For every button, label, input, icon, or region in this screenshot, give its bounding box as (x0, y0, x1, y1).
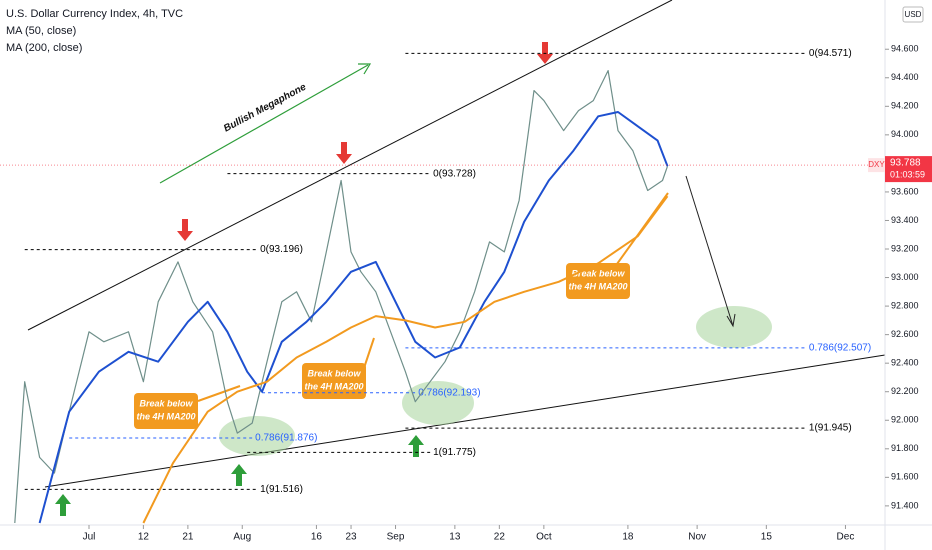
note: Bullish Megaphone (222, 82, 308, 135)
fib-label: 1(91.775) (433, 447, 476, 458)
fib-label: 0.786(91.876) (255, 433, 317, 444)
y-tick-label: 94.400 (891, 72, 919, 82)
y-tick-label: 94.200 (891, 101, 919, 111)
legend: U.S. Dollar Currency Index, 4h, TVC MA (… (6, 8, 183, 54)
x-tick-label: Nov (688, 532, 706, 543)
x-tick-label: 18 (622, 532, 634, 543)
y-tick-label: 93.400 (891, 215, 919, 225)
symbol-tag (868, 158, 885, 173)
y-tick-label: 91.800 (891, 443, 919, 453)
note: the 4H MA200 (568, 281, 627, 291)
legend-entry: MA (50, close) (6, 25, 76, 37)
zone (219, 416, 295, 456)
callout (134, 393, 198, 429)
projection-arrow (685, 175, 734, 327)
x-tick-label: Dec (837, 532, 855, 543)
arrow-head (358, 63, 372, 75)
currency-box[interactable] (902, 6, 924, 23)
fib-label: 0(93.728) (433, 168, 476, 179)
ma-line (38, 111, 669, 524)
fib-label: 0.786(92.507) (809, 343, 871, 354)
x-tick-label: 12 (138, 532, 150, 543)
x-tick-label: 15 (761, 532, 773, 543)
legend-entry: MA (200, close) (6, 42, 82, 54)
callout-pointer (363, 337, 375, 369)
note: Break below (307, 368, 361, 378)
x-tick-label: Sep (387, 532, 405, 543)
x-tick-label: Jul (83, 532, 96, 543)
fib-label: 1(91.945) (809, 423, 852, 434)
callout (566, 263, 630, 299)
y-tick-label: 92.000 (891, 415, 919, 425)
y-tick-label: 91.600 (891, 472, 919, 482)
symbol-label: DXY (868, 160, 885, 169)
megaphone-lower (44, 354, 886, 488)
y-tick-label: 92.200 (891, 386, 919, 396)
y-tick-label: 92.400 (891, 358, 919, 368)
chart-title: U.S. Dollar Currency Index, 4h, TVC (6, 8, 183, 20)
y-tick-label: 92.800 (891, 300, 919, 310)
y-tick-label: 93.200 (891, 243, 919, 253)
note: the 4H MA200 (304, 381, 363, 391)
trend-arrow (159, 64, 369, 184)
y-tick-label: 94.600 (891, 44, 919, 54)
drawings (27, 0, 886, 516)
green-arrow (408, 435, 424, 457)
x-tick-label: Oct (536, 532, 552, 543)
price-label: 93.788 (890, 158, 921, 169)
callout-pointer (197, 385, 241, 402)
price-tag (885, 156, 932, 183)
y-tick-label: 93.600 (891, 186, 919, 196)
note: the 4H MA200 (136, 411, 195, 421)
zone (402, 381, 474, 425)
y-tick-label: 94.000 (891, 129, 919, 139)
green-arrow (231, 464, 247, 486)
fib-label: 0(93.196) (260, 244, 303, 255)
fib-label: 0.786(92.193) (418, 387, 480, 398)
x-tick-label: 16 (311, 532, 323, 543)
countdown-label: 01:03:59 (890, 169, 925, 179)
price-line (14, 70, 669, 524)
x-tick-label: Aug (233, 532, 251, 543)
currency: USD (905, 10, 922, 19)
x-tick-label: 22 (494, 532, 506, 543)
fib-label: 0(94.571) (809, 48, 852, 59)
y-tick-label: 93.000 (891, 272, 919, 282)
note: Break below (571, 268, 625, 278)
ma-line (142, 195, 669, 524)
note: Break below (139, 398, 193, 408)
x-tick-label: 13 (449, 532, 461, 543)
y-tick-label: 91.400 (891, 500, 919, 510)
megaphone-upper (27, 0, 673, 331)
arrow-head (726, 313, 736, 328)
x-tick-label: 21 (182, 532, 194, 543)
callout (302, 363, 366, 399)
zone (696, 306, 772, 348)
x-tick-label: 23 (345, 532, 357, 543)
red-arrow (177, 219, 193, 241)
y-tick-label: 92.600 (891, 329, 919, 339)
fib-label: 1(91.516) (260, 484, 303, 495)
red-arrow (336, 142, 352, 164)
green-arrow (55, 494, 71, 516)
